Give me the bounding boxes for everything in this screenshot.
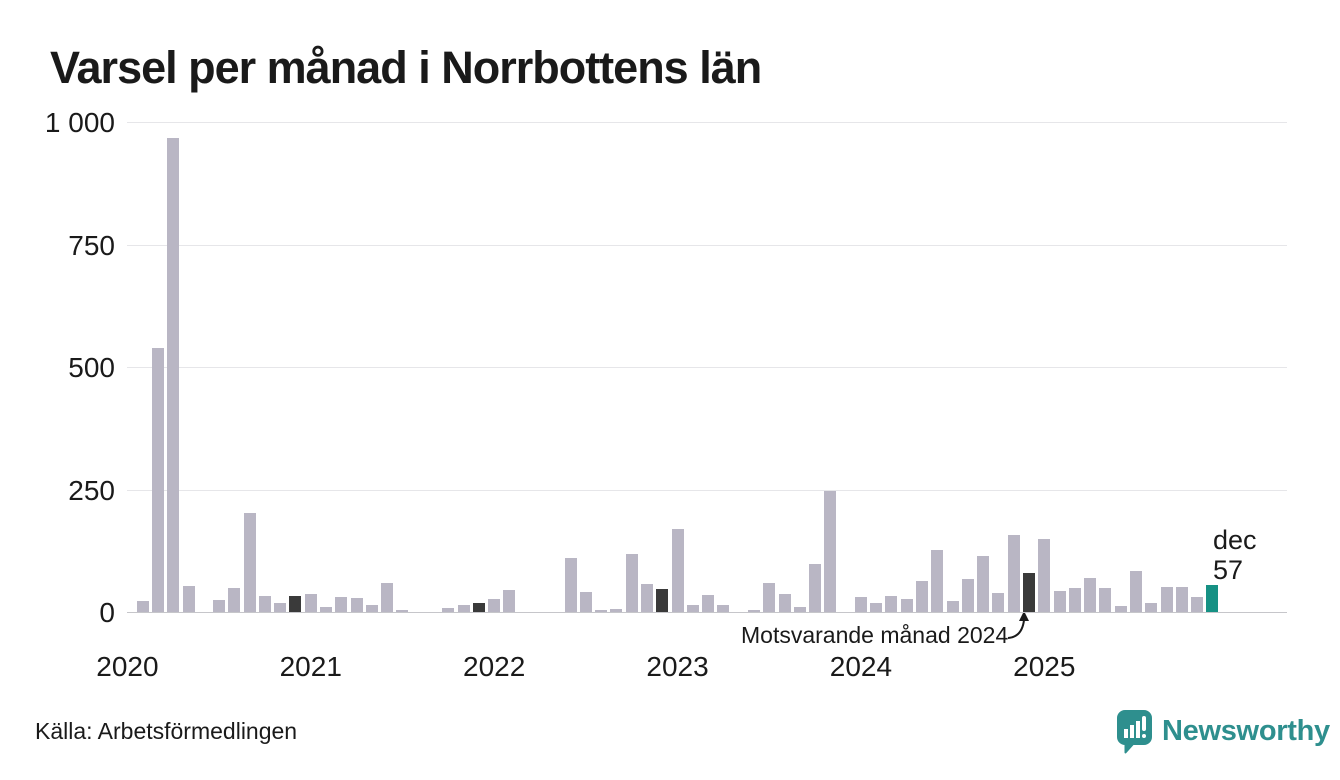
- brand-footer: Newsworthy: [1116, 709, 1330, 754]
- x-axis-year-label: 2020: [96, 651, 159, 682]
- bar-apr-2020: [167, 137, 180, 613]
- bar-nov-2024: [1007, 534, 1020, 613]
- bar-sep-2020: [243, 513, 256, 613]
- bar-aug-2020: [228, 587, 241, 613]
- gridline-750: [127, 244, 1287, 246]
- gridline-1000: [127, 122, 1287, 123]
- gridline-500: [127, 367, 1287, 368]
- last-value-number: 57: [1213, 555, 1244, 585]
- bar-maj-2020: [182, 585, 195, 613]
- bar-dec-2022: [656, 589, 669, 613]
- y-axis-tick-label: 1 000: [44, 107, 115, 138]
- bar-jan-2024: [854, 596, 867, 613]
- bar-nov-2022: [640, 583, 653, 613]
- bar-jul-2020: [213, 600, 226, 613]
- y-axis-tick-label: 750: [68, 229, 115, 261]
- bar-jun-2024: [931, 549, 944, 613]
- bar-dec-2020: [289, 596, 302, 613]
- bar-nov-2023: [824, 490, 837, 613]
- bar-nov-2025: [1191, 597, 1204, 613]
- bar-sep-2022: [610, 609, 623, 613]
- bar-apr-2023: [717, 604, 730, 613]
- bar-maj-2021: [365, 604, 378, 613]
- gridline-0: [127, 612, 1287, 613]
- bar-feb-2023: [686, 605, 699, 613]
- bar-aug-2023: [778, 594, 791, 613]
- x-axis-year-label: 2025: [1013, 651, 1076, 682]
- brand-name: Newsworthy: [1162, 715, 1330, 747]
- y-axis-tick-label: 500: [68, 352, 115, 383]
- bar-okt-2024: [992, 593, 1005, 613]
- bar-dec-2024: [1023, 573, 1036, 613]
- bar-sep-2023: [793, 607, 806, 613]
- bar-jul-2023: [763, 582, 776, 613]
- bar-feb-2020: [136, 601, 149, 613]
- bar-feb-2022: [503, 589, 516, 613]
- bar-feb-2025: [1053, 590, 1066, 613]
- bar-maj-2024: [916, 580, 929, 613]
- bar-jun-2022: [564, 558, 577, 613]
- y-axis-tick-label: 250: [68, 474, 115, 506]
- annotation-arrow-icon: [1007, 611, 1029, 639]
- bar-mar-2025: [1068, 588, 1081, 613]
- x-axis-year-label: 2024: [829, 651, 893, 682]
- bar-jan-2023: [671, 528, 684, 613]
- bar-jan-2025: [1038, 538, 1051, 613]
- bar-jun-2023: [747, 610, 760, 613]
- bar-apr-2025: [1084, 577, 1097, 613]
- last-value-label: dec 57: [1213, 525, 1257, 585]
- bar-jun-2021: [381, 583, 394, 613]
- bar-nov-2021: [457, 605, 470, 613]
- bar-jan-2021: [304, 594, 317, 613]
- bar-aug-2025: [1145, 602, 1158, 613]
- x-axis-year-label: 2022: [463, 651, 526, 682]
- bar-nov-2020: [274, 602, 287, 613]
- bar-mar-2023: [702, 595, 715, 613]
- bar-jan-2022: [488, 599, 501, 613]
- bar-dec-2021: [472, 603, 485, 613]
- bar-apr-2024: [900, 599, 913, 613]
- bar-feb-2024: [870, 602, 883, 613]
- annotation-text: Motsvarande månad 2024: [741, 622, 1009, 648]
- bar-okt-2021: [442, 607, 455, 613]
- gridline-250: [127, 489, 1287, 491]
- bar-mar-2024: [885, 595, 898, 613]
- y-axis-tick-label: 0: [99, 597, 115, 628]
- last-value-month: dec: [1213, 525, 1257, 555]
- bar-jul-2024: [946, 600, 959, 613]
- bar-okt-2022: [625, 553, 638, 613]
- bar-aug-2024: [961, 579, 974, 613]
- plot-area: 0 250 500 750 1 000 2020 2021 2022 2023 2024 2025: [45, 107, 1287, 682]
- bar-jul-2025: [1129, 571, 1142, 613]
- chart-title: Varsel per månad i Norrbottens län: [50, 42, 762, 93]
- bar-sep-2025: [1160, 587, 1173, 613]
- bar-apr-2021: [350, 597, 363, 613]
- bar-mar-2020: [151, 348, 164, 613]
- x-axis-year-label: 2023: [646, 651, 709, 682]
- bar-jul-2022: [579, 591, 592, 613]
- bar-sep-2024: [977, 555, 990, 613]
- bar-jun-2025: [1114, 606, 1127, 613]
- bar-okt-2023: [809, 564, 822, 613]
- x-axis-year-label: 2021: [279, 651, 342, 682]
- bar-aug-2022: [595, 610, 608, 613]
- bar-maj-2025: [1099, 588, 1112, 613]
- newsworthy-logo-icon: [1117, 710, 1152, 754]
- bar-okt-2020: [258, 596, 271, 613]
- bar-mar-2021: [335, 597, 348, 613]
- bar-feb-2021: [320, 607, 333, 613]
- source-note: Källa: Arbetsförmedlingen: [35, 718, 298, 744]
- bar-jul-2021: [396, 610, 409, 613]
- bar-dec-2025: [1206, 585, 1219, 613]
- bar-okt-2025: [1175, 586, 1188, 613]
